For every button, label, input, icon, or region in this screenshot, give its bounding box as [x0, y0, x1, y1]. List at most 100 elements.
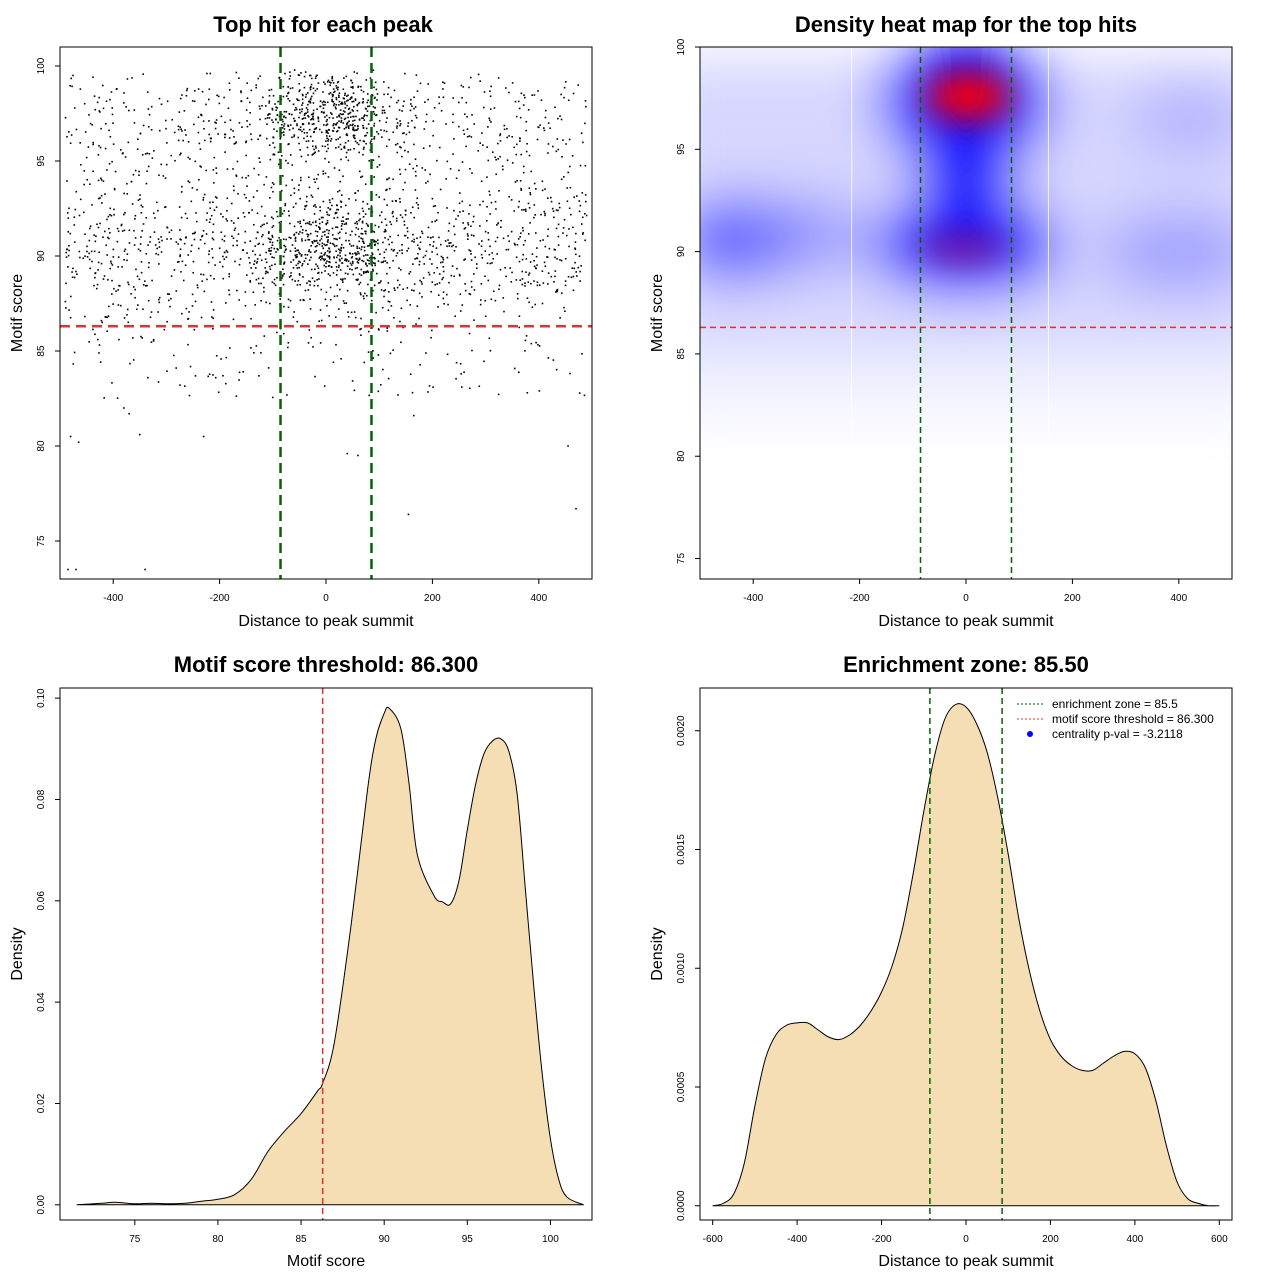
scatter-point	[258, 105, 261, 108]
scatter-point	[391, 200, 394, 202]
scatter-point	[84, 233, 86, 236]
heatmap-y-tick-label: 95	[676, 143, 687, 155]
scatter-point	[357, 102, 360, 105]
scatter-point	[103, 230, 106, 233]
scatter-point	[503, 124, 506, 127]
scatter-point	[525, 335, 528, 337]
scatter-point	[294, 236, 297, 239]
scatter-point	[133, 229, 135, 232]
scatter-point	[298, 74, 301, 77]
scatter-point	[288, 143, 290, 145]
scatter-point	[301, 231, 304, 234]
scatter-point	[345, 223, 348, 225]
scatter-point	[244, 241, 246, 244]
score-y-tick-label: 0.04	[36, 992, 47, 1012]
scatter-point	[437, 294, 440, 296]
scatter-point	[93, 95, 96, 97]
scatter-point	[373, 86, 375, 89]
scatter-point	[85, 156, 88, 159]
scatter-point	[69, 232, 72, 235]
scatter-point	[377, 226, 380, 228]
scatter-point	[232, 244, 234, 247]
scatter-point	[371, 252, 373, 254]
scatter-point	[398, 168, 401, 171]
scatter-point	[487, 159, 490, 162]
scatter-point	[289, 75, 292, 77]
scatter-point	[272, 121, 274, 124]
scatter-point	[131, 77, 133, 79]
scatter-point	[192, 260, 195, 263]
scatter-point	[123, 250, 126, 252]
scatter-point	[106, 316, 109, 319]
scatter-point	[340, 243, 343, 246]
scatter-point	[341, 101, 343, 104]
scatter-point	[315, 224, 318, 227]
scatter-point	[396, 142, 399, 145]
scatter-point	[378, 329, 380, 331]
scatter-point	[552, 210, 555, 213]
scatter-point	[265, 270, 267, 273]
scatter-point	[268, 250, 270, 252]
scatter-point	[209, 140, 212, 143]
scatter-point	[147, 125, 150, 128]
scatter-point	[446, 207, 448, 209]
scatter-point	[561, 156, 563, 158]
scatter-point	[396, 279, 399, 282]
scatter-point	[527, 109, 530, 111]
scatter-point	[123, 258, 125, 261]
scatter-point	[208, 373, 211, 376]
scatter-point	[146, 284, 148, 287]
scatter-point	[262, 277, 264, 280]
scatter-point	[116, 227, 119, 230]
scatter-point	[303, 299, 305, 302]
scatter-y-tick-label: 90	[36, 250, 47, 262]
scatter-point	[297, 233, 300, 235]
scatter-point	[315, 75, 317, 78]
scatter-point	[248, 211, 250, 214]
scatter-point	[585, 200, 587, 203]
scatter-point	[326, 254, 328, 257]
scatter-point	[382, 261, 384, 264]
scatter-point	[387, 93, 389, 95]
scatter-point	[349, 243, 351, 245]
scatter-point	[306, 235, 309, 238]
scatter-point	[463, 133, 466, 135]
scatter-point	[145, 217, 148, 219]
scatter-point	[67, 230, 70, 233]
scatter-point	[142, 308, 144, 310]
scatter-point	[140, 335, 142, 338]
scatter-point	[320, 110, 323, 113]
scatter-point	[134, 214, 137, 217]
scatter-point	[304, 253, 307, 256]
scatter-point	[208, 253, 210, 256]
scatter-point	[335, 226, 337, 228]
scatter-point	[322, 216, 324, 219]
scatter-point	[304, 205, 306, 207]
scatter-point	[574, 241, 577, 243]
scatter-point	[381, 112, 384, 114]
scatter-point	[324, 101, 327, 104]
scatter-point	[166, 100, 169, 103]
scatter-point	[344, 141, 347, 144]
scatter-point	[343, 145, 346, 148]
scatter-point	[544, 214, 546, 217]
scatter-point	[345, 151, 348, 154]
scatter-point	[482, 144, 484, 146]
scatter-point	[363, 140, 366, 143]
scatter-point	[229, 119, 232, 121]
scatter-point	[477, 73, 480, 76]
scatter-point	[562, 232, 564, 234]
scatter-point	[348, 107, 351, 110]
scatter-point	[226, 197, 229, 200]
scatter-point	[575, 507, 577, 510]
scatter-point	[328, 116, 331, 119]
scatter-point	[70, 295, 72, 298]
scatter-point	[327, 79, 330, 82]
scatter-point	[279, 137, 282, 140]
scatter-point	[517, 100, 520, 103]
scatter-y-tick-label: 100	[36, 57, 47, 74]
scatter-point	[307, 342, 310, 344]
scatter-point	[112, 122, 114, 124]
scatter-point	[408, 272, 410, 275]
